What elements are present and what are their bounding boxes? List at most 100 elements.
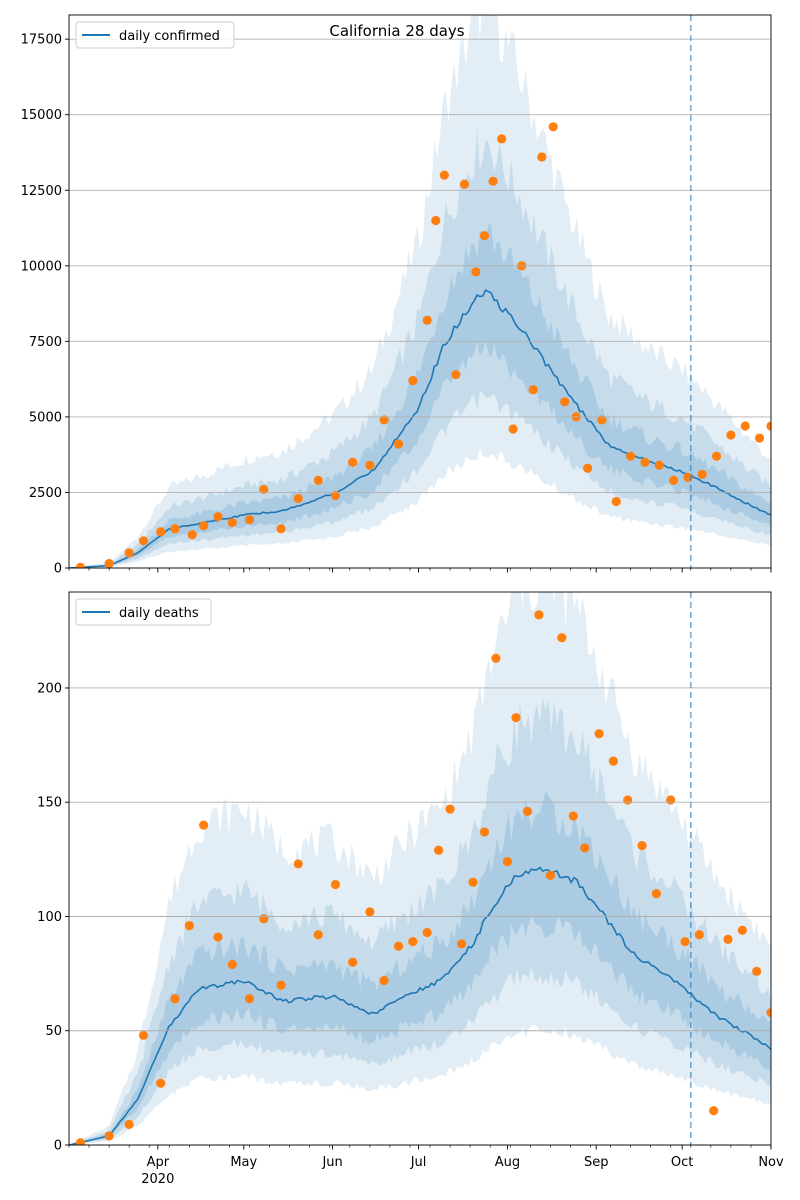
y-tick-label: 5000	[29, 410, 62, 425]
data-point	[244, 515, 255, 525]
series-line-daily-deaths	[69, 866, 771, 1145]
legend: daily deaths	[75, 598, 212, 626]
plot-frame	[68, 14, 772, 569]
data-point	[293, 493, 303, 504]
y-tick-label: 2500	[29, 486, 62, 501]
data-point	[459, 179, 470, 189]
uncertainty-band-1	[69, 592, 771, 1145]
data-point	[697, 469, 707, 479]
x-tick-label: Jun	[321, 1155, 342, 1170]
data-point	[654, 460, 664, 470]
data-point	[213, 512, 223, 522]
data-point	[548, 122, 558, 132]
data-point	[244, 994, 255, 1004]
data-point	[456, 939, 467, 949]
y-tick-label: 17500	[21, 33, 62, 48]
data-point	[156, 527, 166, 537]
data-point	[104, 1131, 114, 1141]
x-tick-label: Oct	[671, 1155, 693, 1170]
data-point	[723, 934, 733, 944]
data-point	[451, 370, 461, 380]
data-point	[227, 518, 237, 528]
data-point	[365, 907, 375, 917]
data-point	[488, 176, 498, 186]
chart-panel-2: 0 50 100 150 200 Apr May Jun Jul Aug Sep Oct Nov 2020…	[37, 591, 784, 1187]
data-point	[393, 941, 404, 951]
y-tick-label: 50	[45, 1024, 62, 1039]
data-point	[580, 843, 590, 853]
x-tick-label: Apr	[147, 1155, 170, 1170]
data-point	[534, 610, 544, 620]
data-point	[124, 1119, 134, 1130]
data-point	[680, 937, 690, 947]
chart-title: California 28 days	[329, 22, 464, 40]
data-point	[276, 524, 286, 534]
data-point	[408, 376, 418, 386]
data-point	[737, 925, 747, 935]
data-point	[313, 475, 323, 485]
data-point	[199, 820, 209, 830]
data-point	[439, 170, 449, 180]
y-tick-label: 12500	[21, 184, 62, 199]
data-point	[104, 558, 114, 568]
series-line-daily-confirmed	[69, 289, 771, 568]
data-point	[597, 415, 607, 425]
data-point	[522, 806, 533, 816]
uncertainty-band-2	[69, 128, 771, 568]
data-point	[508, 424, 518, 434]
data-point	[666, 795, 676, 805]
data-point	[365, 460, 375, 470]
data-point	[445, 804, 455, 814]
data-point	[434, 845, 444, 855]
data-point	[348, 457, 358, 467]
data-point	[611, 496, 621, 507]
data-point	[75, 1138, 86, 1145]
data-point	[560, 397, 570, 407]
data-point	[276, 980, 286, 990]
data-point	[626, 451, 636, 461]
data-point	[479, 827, 490, 837]
y-tick-label: 0	[54, 1139, 62, 1154]
data-point	[187, 530, 197, 540]
uncertainty-band-2	[69, 696, 771, 1145]
data-point	[497, 134, 507, 144]
x-tick-year: 2020	[141, 1172, 174, 1187]
data-point	[608, 756, 619, 766]
plot-area	[69, 592, 771, 1145]
y-tick-label: 15000	[21, 108, 62, 123]
data-point	[468, 877, 478, 887]
data-point	[330, 490, 341, 501]
legend-label: daily confirmed	[119, 29, 220, 44]
data-point	[726, 430, 736, 440]
data-point	[75, 562, 86, 568]
x-tick-label: Jul	[410, 1155, 427, 1170]
data-point	[537, 152, 547, 162]
data-point	[393, 439, 404, 449]
plot-area	[69, 15, 771, 568]
data-point	[170, 994, 180, 1004]
data-point	[651, 889, 661, 899]
legend: daily confirmed	[75, 21, 235, 49]
data-point	[694, 930, 704, 940]
data-point	[528, 385, 538, 395]
y-tick-label: 0	[54, 562, 62, 577]
data-point	[623, 795, 633, 805]
legend-label: daily deaths	[119, 606, 199, 621]
legend-box	[75, 21, 235, 49]
data-point	[330, 879, 341, 890]
data-point	[711, 451, 722, 461]
data-point	[259, 914, 269, 924]
data-point	[379, 975, 389, 986]
data-point	[213, 932, 223, 942]
data-point	[568, 811, 578, 821]
data-point	[199, 521, 209, 531]
y-tick-label: 10000	[21, 259, 62, 274]
data-point	[511, 713, 521, 723]
data-point	[709, 1106, 719, 1116]
data-point	[766, 421, 771, 431]
data-point	[227, 959, 237, 970]
x-tick-label: Sep	[584, 1155, 609, 1170]
data-point	[431, 215, 441, 226]
data-point	[668, 475, 679, 485]
x-tick-label: Aug	[495, 1155, 520, 1170]
